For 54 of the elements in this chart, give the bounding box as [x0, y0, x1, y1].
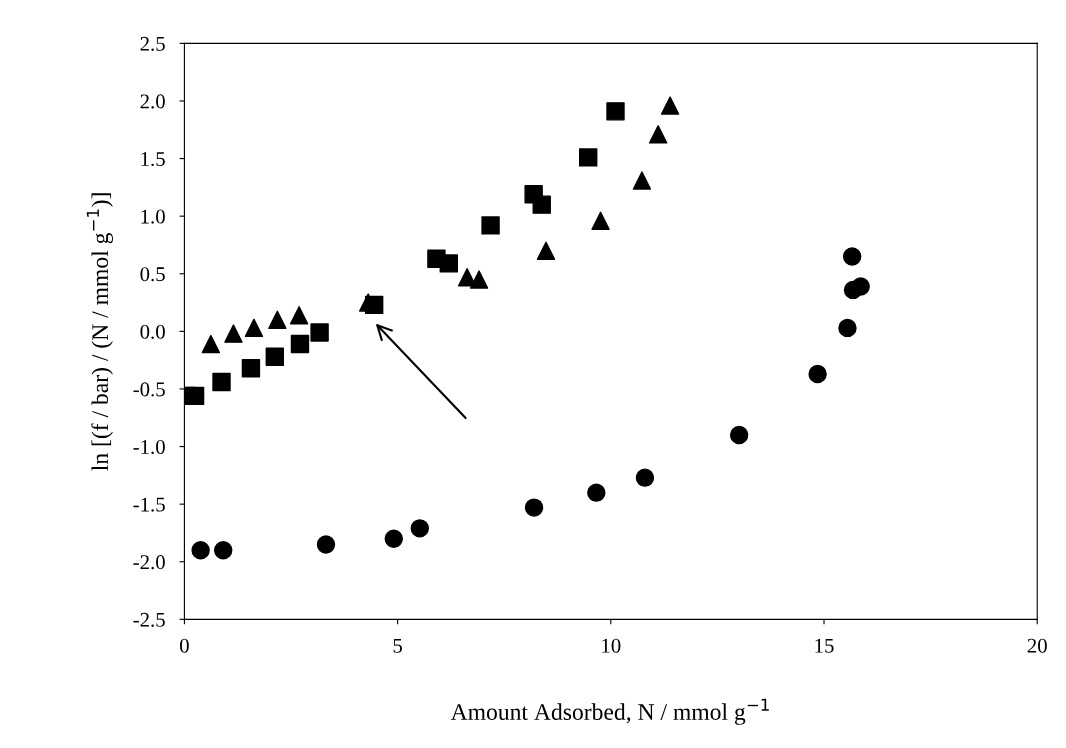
point — [457, 268, 477, 287]
y-tick-label: 0.0 — [140, 324, 165, 339]
point — [310, 323, 329, 342]
point — [439, 254, 458, 273]
point — [224, 324, 243, 343]
y-tick-label: -0.5 — [133, 382, 165, 397]
y-tick-label: 2.5 — [140, 36, 165, 51]
x-tick-label: 0 — [180, 638, 189, 653]
point — [384, 529, 403, 548]
point — [660, 96, 680, 115]
point — [185, 386, 205, 406]
point — [532, 195, 551, 214]
point — [265, 347, 285, 366]
y-tick-label: -2.0 — [133, 555, 165, 570]
point — [842, 247, 862, 266]
y-tick-label: -1.5 — [133, 497, 165, 512]
point — [729, 425, 749, 445]
point — [214, 541, 233, 560]
point — [524, 498, 544, 517]
point — [268, 310, 287, 330]
x-tick-label: 15 — [815, 638, 834, 653]
point — [587, 483, 606, 502]
y-tick-label: 1.0 — [141, 209, 165, 224]
y-tick-label: -1.0 — [133, 439, 165, 455]
point — [410, 519, 429, 538]
x-tick-label: 10 — [602, 638, 621, 653]
point — [635, 468, 655, 487]
point — [469, 270, 489, 289]
point — [591, 211, 610, 230]
x-tick-label: 20 — [1027, 638, 1047, 653]
y-tick-label: 1.5 — [141, 152, 165, 167]
y-tick-label: 2.0 — [140, 94, 165, 109]
point — [201, 334, 221, 354]
point — [838, 318, 857, 338]
point — [648, 125, 668, 144]
y-tick-label: -2.5 — [133, 612, 165, 627]
point — [290, 334, 310, 354]
point — [191, 541, 210, 560]
point — [289, 306, 309, 325]
point — [808, 364, 827, 384]
point — [241, 359, 261, 378]
point — [316, 535, 336, 554]
point — [481, 216, 500, 235]
point — [851, 277, 870, 296]
x-tick-label: 5 — [393, 638, 403, 653]
x-axis-title: Amount Adsorbed, N / mmol g$^{−1}$ — [450, 698, 769, 725]
point — [632, 171, 652, 190]
point — [536, 241, 556, 260]
point — [579, 148, 598, 167]
point — [244, 318, 264, 338]
point — [212, 372, 231, 392]
y-tick-label: 0.5 — [140, 267, 165, 282]
point — [606, 102, 625, 121]
y-axis-title: ln [(f / bar) / (N / mmol g$^{−1}$)] — [86, 193, 113, 471]
